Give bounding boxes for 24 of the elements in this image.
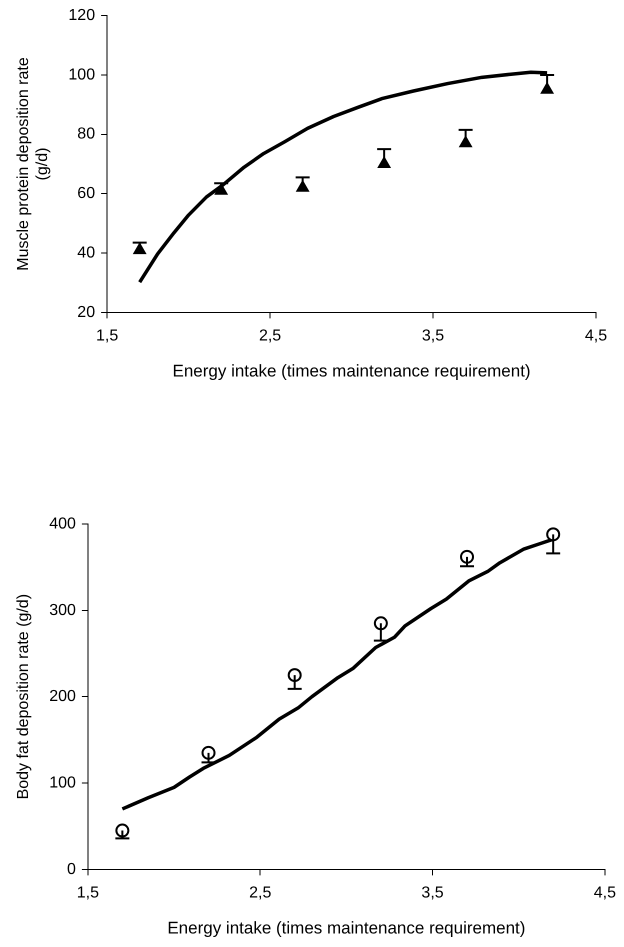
- x-tick-label: 3,5: [422, 327, 444, 344]
- x-tick-label: 4,5: [594, 884, 616, 902]
- y-tick-label: 20: [77, 304, 96, 321]
- x-tick-label: 4,5: [584, 327, 608, 344]
- x-tick-label: 2,5: [258, 327, 282, 344]
- y-tick-label: 100: [49, 774, 76, 792]
- point: [540, 82, 554, 94]
- y-tick-label: 100: [68, 66, 96, 84]
- x-tick-label: 1,5: [96, 327, 118, 344]
- y-tick-label: 60: [77, 185, 96, 202]
- y-tick-label: 120: [68, 7, 96, 24]
- y-axis-title: Body fat deposition rate (g/d): [15, 594, 32, 800]
- x-tick-label: 3,5: [421, 884, 444, 902]
- x-axis-title: Energy intake (times maintenance requirement): [167, 918, 526, 938]
- y-tick-label: 400: [49, 515, 76, 532]
- y-tick-label: 0: [66, 860, 76, 878]
- x-tick-label: 2,5: [249, 884, 272, 902]
- y-axis-title: Muscle protein deposition rate (g/d): [15, 57, 52, 271]
- x-axis-title: Energy intake (times maintenance requirement): [172, 361, 531, 380]
- x-tick-label: 1,5: [76, 884, 100, 902]
- y-tick-label: 40: [77, 244, 96, 262]
- y-tick-label: 300: [49, 602, 76, 619]
- y-tick-label: 80: [77, 126, 96, 143]
- y-tick-label: 200: [49, 688, 76, 706]
